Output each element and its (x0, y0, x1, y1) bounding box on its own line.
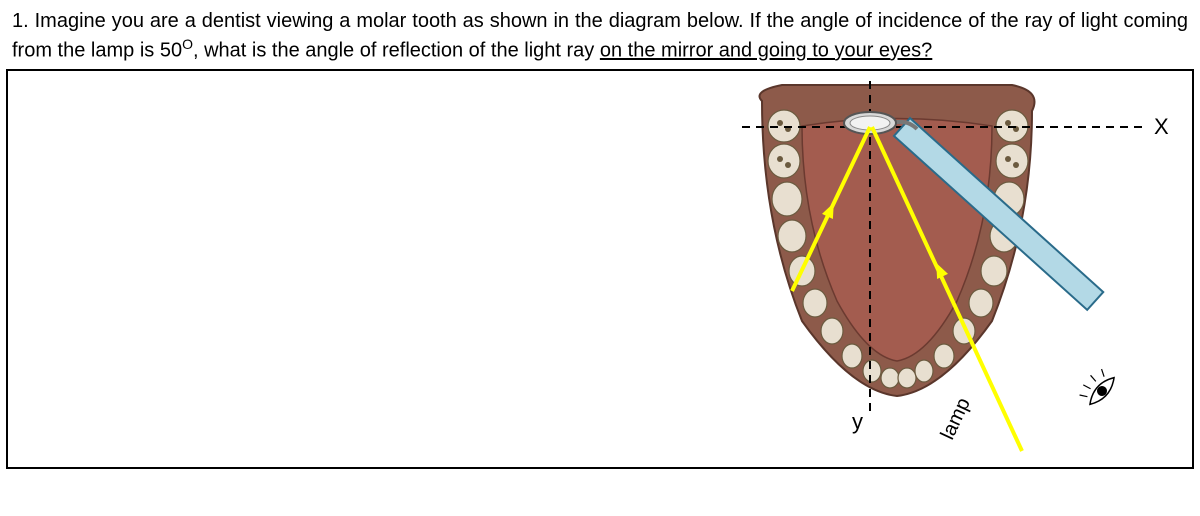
q-number: 1. (12, 10, 29, 32)
y-axis-label: y (852, 409, 863, 434)
lamp-label: lamp (937, 394, 975, 443)
q-line1: Imagine you are a dentist viewing a mola… (35, 10, 872, 32)
q-line2b: , what is the angle of reflection of the… (193, 40, 594, 62)
eye-icon (1076, 365, 1119, 408)
diagram-container: X y lamp (6, 69, 1194, 469)
question-text: 1. Imagine you are a dentist viewing a m… (0, 0, 1200, 69)
q-degree: O (182, 36, 193, 52)
q-line3: on the mirror and going to your eyes? (600, 40, 932, 62)
x-axis-label: X (1154, 114, 1169, 139)
diagram-svg: X y lamp (692, 71, 1172, 471)
